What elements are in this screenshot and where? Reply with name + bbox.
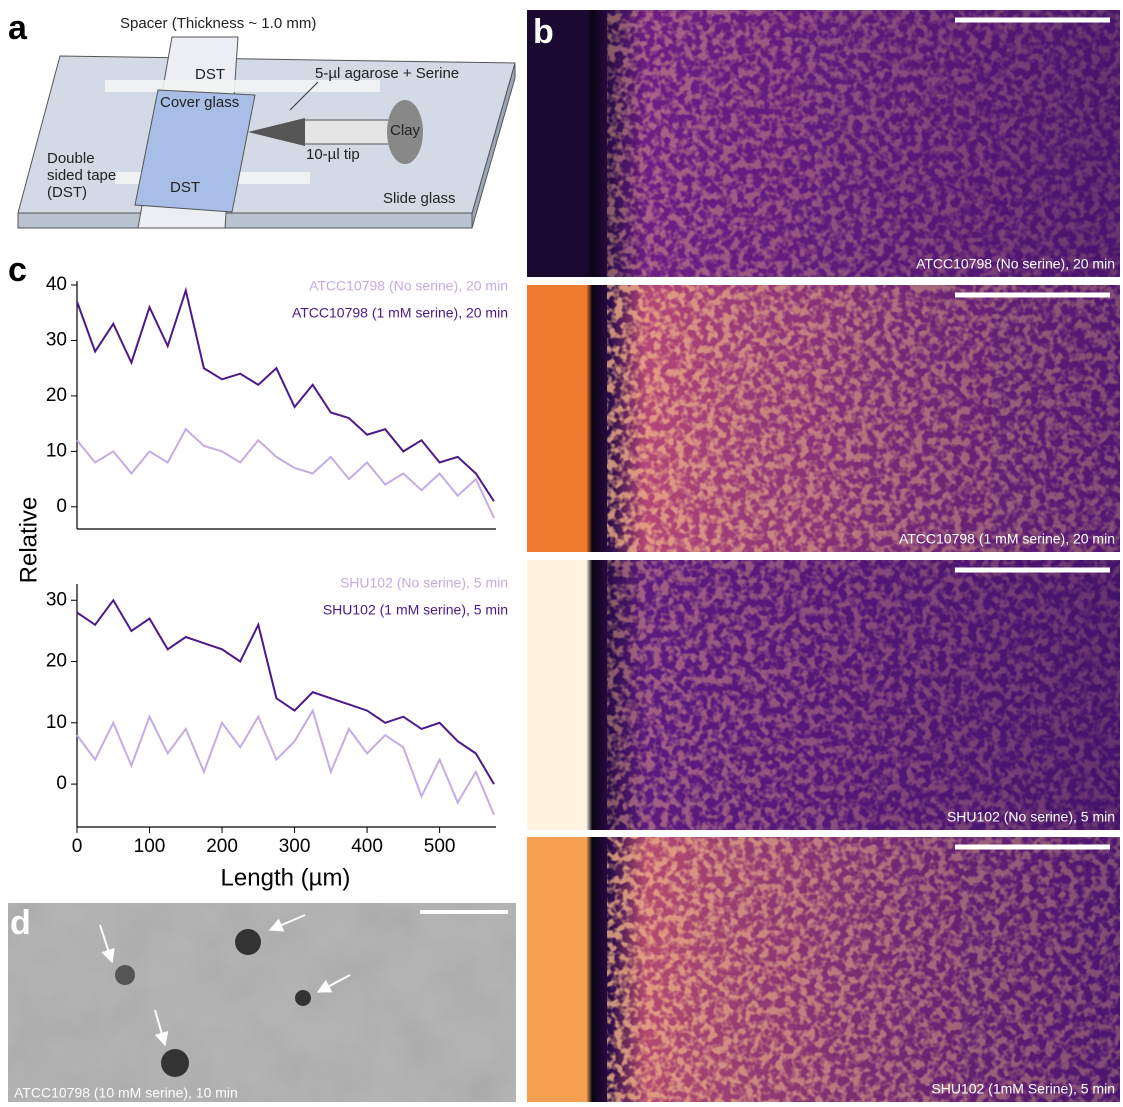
x-tick-label: 400 bbox=[351, 836, 383, 857]
x-axis-label: Length (µm) bbox=[221, 864, 351, 891]
heatmap-images: ATCC10798 (No serine), 20 min ATCC10798 (… bbox=[527, 10, 1120, 1102]
clay-label: Clay bbox=[390, 122, 421, 139]
dst-bottom-label: DST bbox=[170, 179, 200, 196]
legend-entry: SHU102 (No serine), 5 min bbox=[340, 575, 508, 591]
image-caption: ATCC10798 (1 mM serine), 20 min bbox=[899, 531, 1115, 547]
legend-entry: SHU102 (1 mM serine), 5 min bbox=[323, 602, 508, 618]
panel-label: b bbox=[533, 13, 554, 51]
data-line bbox=[76, 427, 495, 519]
panel-label: c bbox=[8, 251, 27, 289]
y-tick-label: 10 bbox=[46, 712, 67, 733]
legend-entry: ATCC10798 (No serine), 20 min bbox=[309, 278, 508, 294]
image-caption: SHU102 (1mM Serine), 5 min bbox=[931, 1081, 1115, 1097]
image-shade bbox=[607, 837, 1120, 1102]
dst-label: sided tape bbox=[47, 167, 116, 184]
agarose-label: 5-µl agarose + Serine bbox=[315, 65, 459, 82]
legend-entry: ATCC10798 (1 mM serine), 20 min bbox=[292, 305, 508, 321]
tip-label: 10-µl tip bbox=[306, 146, 360, 163]
data-line bbox=[76, 708, 495, 816]
x-tick-label: 0 bbox=[72, 836, 83, 857]
panel-label: a bbox=[8, 9, 28, 47]
x-tick-label: 100 bbox=[134, 836, 166, 857]
y-tick-label: 0 bbox=[56, 496, 67, 517]
x-tick-label: 300 bbox=[279, 836, 311, 857]
dst-label: (DST) bbox=[47, 184, 87, 201]
y-tick-label: 30 bbox=[46, 329, 67, 350]
micrograph: d ATCC10798 (10 mM serine), 10 min bbox=[8, 903, 516, 1102]
panel-label: d bbox=[10, 904, 31, 942]
y-tick-label: 20 bbox=[46, 385, 67, 406]
y-tick-label: 30 bbox=[46, 589, 67, 610]
y-tick-label: 20 bbox=[46, 651, 67, 672]
y-tick-label: 40 bbox=[46, 274, 67, 295]
image-shade bbox=[607, 285, 1120, 552]
data-line bbox=[76, 286, 495, 502]
image-caption: SHU102 (No serine), 5 min bbox=[947, 809, 1115, 825]
image-shade bbox=[607, 10, 1120, 277]
y-axis-label: Relative bbox=[15, 497, 42, 584]
image-caption: ATCC10798 (10 mM serine), 10 min bbox=[14, 1085, 238, 1101]
schematic: a Spacer (Thickness ~ 1.0 mm) DST 5-µl a… bbox=[8, 9, 516, 229]
cover-glass-label: Cover glass bbox=[160, 94, 239, 111]
image-shade bbox=[607, 560, 1120, 830]
y-tick-label: 0 bbox=[56, 773, 67, 794]
spacer-label: Spacer (Thickness ~ 1.0 mm) bbox=[120, 15, 316, 32]
x-tick-label: 200 bbox=[206, 836, 238, 857]
y-tick-label: 10 bbox=[46, 440, 67, 461]
data-line bbox=[76, 598, 495, 785]
image-caption: ATCC10798 (No serine), 20 min bbox=[916, 256, 1115, 272]
x-tick-label: 500 bbox=[424, 836, 456, 857]
dst-label: Double bbox=[47, 150, 95, 167]
slide-glass-label: Slide glass bbox=[383, 190, 456, 207]
dst-top-label: DST bbox=[195, 66, 225, 83]
